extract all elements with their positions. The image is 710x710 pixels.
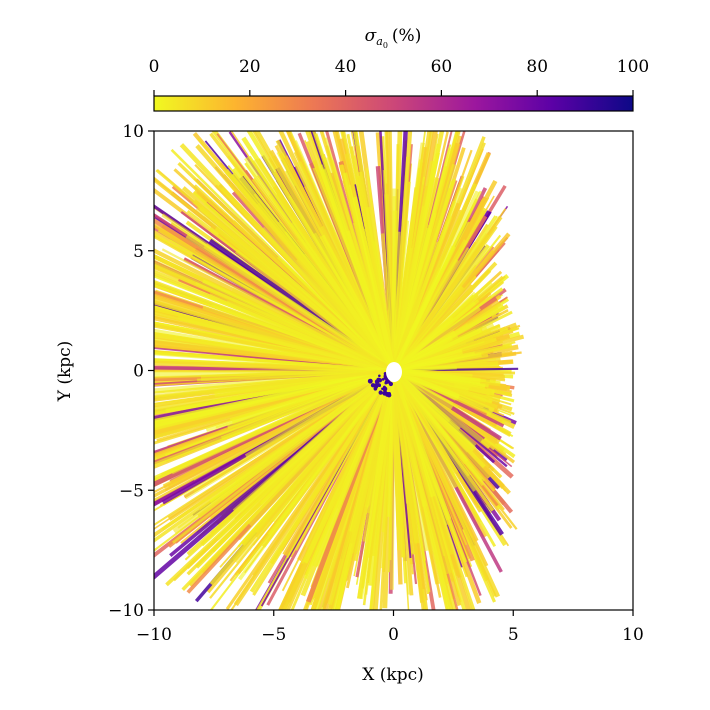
sightline-ray bbox=[346, 370, 395, 569]
sightline-ray bbox=[392, 368, 495, 413]
y-axis-label: Y (kpc) bbox=[55, 341, 75, 403]
sightline-ray bbox=[382, 169, 396, 371]
y-tick-label: 5 bbox=[133, 242, 144, 262]
colorbar-tick-label: 60 bbox=[431, 57, 453, 77]
colorbar-gradient bbox=[153, 95, 634, 112]
sightline-ray bbox=[392, 369, 459, 409]
x-tick-label: −10 bbox=[136, 625, 172, 645]
sightline-ray bbox=[319, 234, 396, 372]
y-axis-ticks: −10 −5 0 5 10 bbox=[108, 122, 154, 621]
sightline-ray bbox=[299, 238, 395, 372]
colorbar-tick-label: 0 bbox=[149, 57, 160, 77]
sightline-ray bbox=[232, 368, 396, 514]
sightline-ray bbox=[154, 328, 394, 373]
high-uncertainty-cell bbox=[381, 377, 385, 381]
heatmap-layer bbox=[154, 131, 525, 610]
sightline-ray bbox=[391, 241, 440, 372]
sightline-ray bbox=[391, 368, 471, 453]
sun-position-marker bbox=[386, 362, 402, 382]
sightline-ray bbox=[392, 247, 413, 371]
x-tick-label: 0 bbox=[388, 625, 399, 645]
sightline-ray bbox=[154, 369, 394, 379]
sightline-ray bbox=[393, 367, 481, 385]
sightline-ray bbox=[321, 168, 396, 372]
high-uncertainty-cell bbox=[383, 390, 388, 395]
high-uncertainty-cell bbox=[388, 381, 394, 387]
sightline-ray bbox=[390, 369, 452, 575]
colorbar-tick-label: 20 bbox=[239, 57, 261, 77]
sightline-ray bbox=[391, 160, 435, 371]
high-uncertainty-cell bbox=[382, 386, 388, 392]
high-uncertainty-cell bbox=[375, 385, 379, 389]
sightline-ray bbox=[390, 370, 403, 530]
sightline-ray bbox=[392, 349, 463, 373]
sightline-ray bbox=[154, 368, 394, 399]
sightline-ray bbox=[161, 248, 395, 372]
sightline-ray bbox=[155, 369, 394, 431]
sightline-ray bbox=[183, 368, 395, 500]
sightline-ray bbox=[179, 316, 394, 373]
y-tick-label: 0 bbox=[133, 362, 144, 382]
sightline-ray bbox=[301, 369, 395, 517]
y-tick-label: −10 bbox=[108, 601, 144, 621]
high-uncertainty-cell bbox=[387, 391, 392, 396]
sightline-ray bbox=[391, 233, 490, 372]
sightline-ray bbox=[203, 245, 395, 372]
sightline-ray bbox=[193, 369, 395, 481]
high-uncertainty-cell bbox=[378, 374, 381, 378]
y-tick-label: −5 bbox=[119, 481, 144, 501]
sightline-ray bbox=[195, 281, 395, 372]
sightline-ray bbox=[391, 245, 456, 372]
sightline-ray bbox=[154, 351, 394, 373]
sightline-ray bbox=[203, 202, 395, 372]
high-uncertainty-cell bbox=[378, 390, 383, 395]
sightline-ray bbox=[390, 369, 452, 521]
sightline-ray bbox=[164, 369, 394, 457]
sightline-ray bbox=[357, 370, 397, 600]
sightline-ray bbox=[172, 369, 395, 544]
sightline-ray bbox=[224, 168, 396, 373]
high-uncertainty-cell bbox=[367, 378, 373, 384]
x-axis-ticks: −10 −5 0 5 10 bbox=[136, 610, 644, 645]
sightline-ray bbox=[311, 369, 397, 568]
sightline-ray bbox=[394, 377, 501, 598]
plot-area: −10 −5 0 5 10 −10 −5 0 5 10 bbox=[108, 122, 644, 645]
colorbar: σa0 (%) 0 20 40 60 80 100 bbox=[149, 26, 649, 112]
x-tick-label: 5 bbox=[508, 625, 519, 645]
high-uncertainty-cell bbox=[384, 380, 388, 384]
x-tick-label: −5 bbox=[261, 625, 286, 645]
colorbar-tick-label: 40 bbox=[335, 57, 357, 77]
colorbar-tick-label: 100 bbox=[617, 57, 649, 77]
sightline-ray bbox=[237, 369, 396, 581]
high-uncertainty-cell bbox=[377, 378, 383, 383]
y-tick-label: 10 bbox=[122, 122, 144, 142]
colorbar-label: σa0 (%) bbox=[365, 26, 422, 50]
sightline-ray bbox=[392, 299, 480, 372]
sightline-ray bbox=[177, 369, 395, 529]
colorbar-ticks: 0 20 40 60 80 100 bbox=[149, 57, 649, 96]
x-axis-label: X (kpc) bbox=[362, 665, 423, 685]
sightline-ray bbox=[286, 377, 391, 559]
sightline-ray bbox=[352, 196, 396, 372]
colorbar-tick-label: 80 bbox=[526, 57, 548, 77]
x-tick-label: 10 bbox=[622, 625, 644, 645]
